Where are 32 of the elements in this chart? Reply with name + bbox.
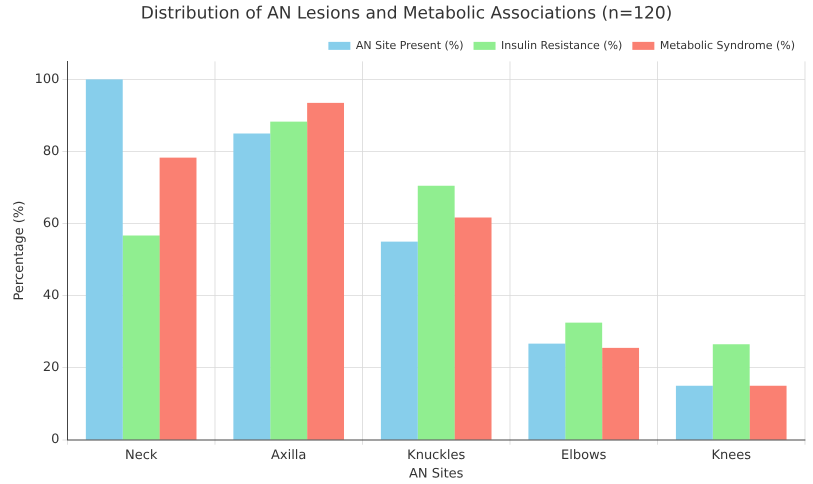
bar bbox=[418, 186, 455, 440]
bar bbox=[750, 386, 787, 440]
y-tick-label: 20 bbox=[42, 360, 60, 376]
legend-label: Metabolic Syndrome (%) bbox=[660, 38, 796, 52]
bar bbox=[528, 344, 566, 440]
x-tick-label: Elbows bbox=[561, 448, 607, 463]
bar bbox=[712, 344, 750, 440]
chart-title: Distribution of AN Lesions and Metabolic Associations (n=120) bbox=[140, 4, 672, 24]
legend-label: AN Site Present (%) bbox=[356, 38, 464, 52]
y-axis-title: Percentage (%) bbox=[12, 200, 28, 300]
legend-label: Insulin Resistance (%) bbox=[501, 38, 622, 52]
y-tick-label: 60 bbox=[42, 216, 60, 231]
bar bbox=[602, 348, 640, 440]
y-tick-label: 40 bbox=[42, 288, 60, 304]
y-tick-label: 100 bbox=[34, 72, 60, 87]
bar bbox=[307, 102, 344, 440]
x-tick-label: Knuckles bbox=[407, 448, 466, 463]
bar bbox=[454, 217, 492, 440]
y-tick-label: 80 bbox=[42, 144, 60, 159]
bar bbox=[676, 386, 713, 440]
x-tick-label: Neck bbox=[124, 448, 158, 463]
x-axis-title: AN Sites bbox=[408, 466, 464, 482]
bar bbox=[122, 235, 160, 440]
bar bbox=[380, 242, 418, 440]
x-tick-label: Knees bbox=[711, 448, 752, 463]
bar bbox=[233, 133, 270, 440]
bar bbox=[160, 158, 196, 440]
bar bbox=[270, 122, 308, 440]
bar bbox=[565, 322, 602, 440]
bar bbox=[86, 79, 123, 440]
x-tick-label: Axilla bbox=[270, 448, 306, 463]
y-tick-label: 0 bbox=[51, 432, 60, 448]
